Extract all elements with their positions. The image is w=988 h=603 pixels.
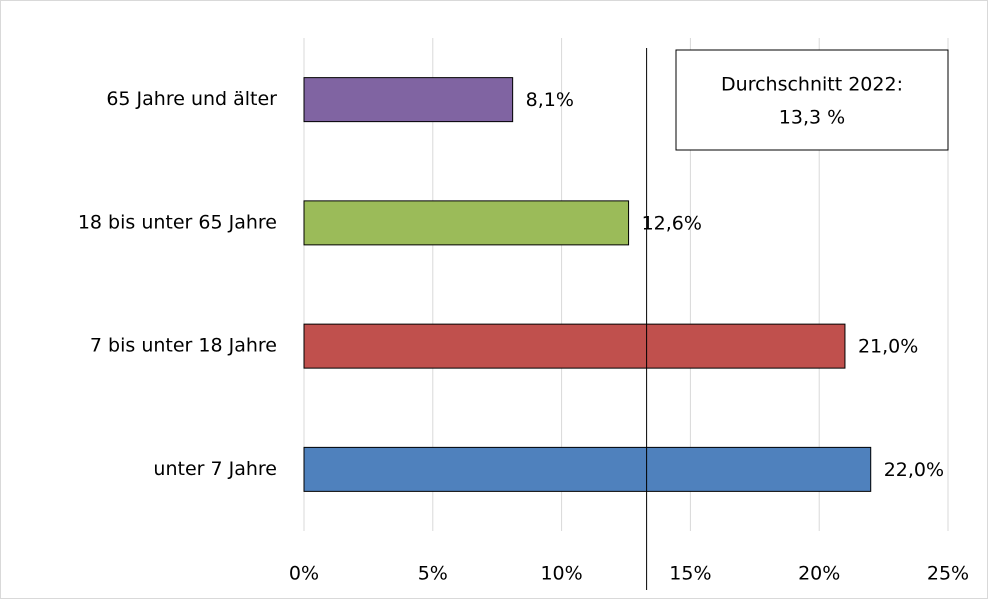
bar — [303, 77, 514, 123]
category-label: 18 bis unter 65 Jahre — [78, 211, 277, 233]
value-label: 21,0% — [858, 336, 918, 358]
x-tick-label: 15% — [669, 563, 711, 585]
bar — [303, 200, 630, 246]
annotation-box — [675, 49, 949, 151]
category-label: unter 7 Jahre — [153, 458, 277, 480]
x-tick-label: 25% — [927, 563, 969, 585]
x-tick-label: 10% — [540, 563, 582, 585]
x-tick-label: 20% — [798, 563, 840, 585]
x-tick-label: 5% — [418, 563, 448, 585]
annotation-text: Durchschnitt 2022: — [721, 74, 903, 96]
value-label: 22,0% — [884, 459, 944, 481]
bar — [303, 323, 846, 369]
annotation-text: 13,3 % — [779, 107, 845, 129]
value-label: 12,6% — [642, 212, 702, 234]
x-tick-label: 0% — [289, 563, 319, 585]
category-label: 65 Jahre und älter — [106, 88, 277, 110]
value-label: 8,1% — [526, 89, 574, 111]
category-label: 7 bis unter 18 Jahre — [90, 335, 277, 357]
bar — [303, 446, 872, 492]
